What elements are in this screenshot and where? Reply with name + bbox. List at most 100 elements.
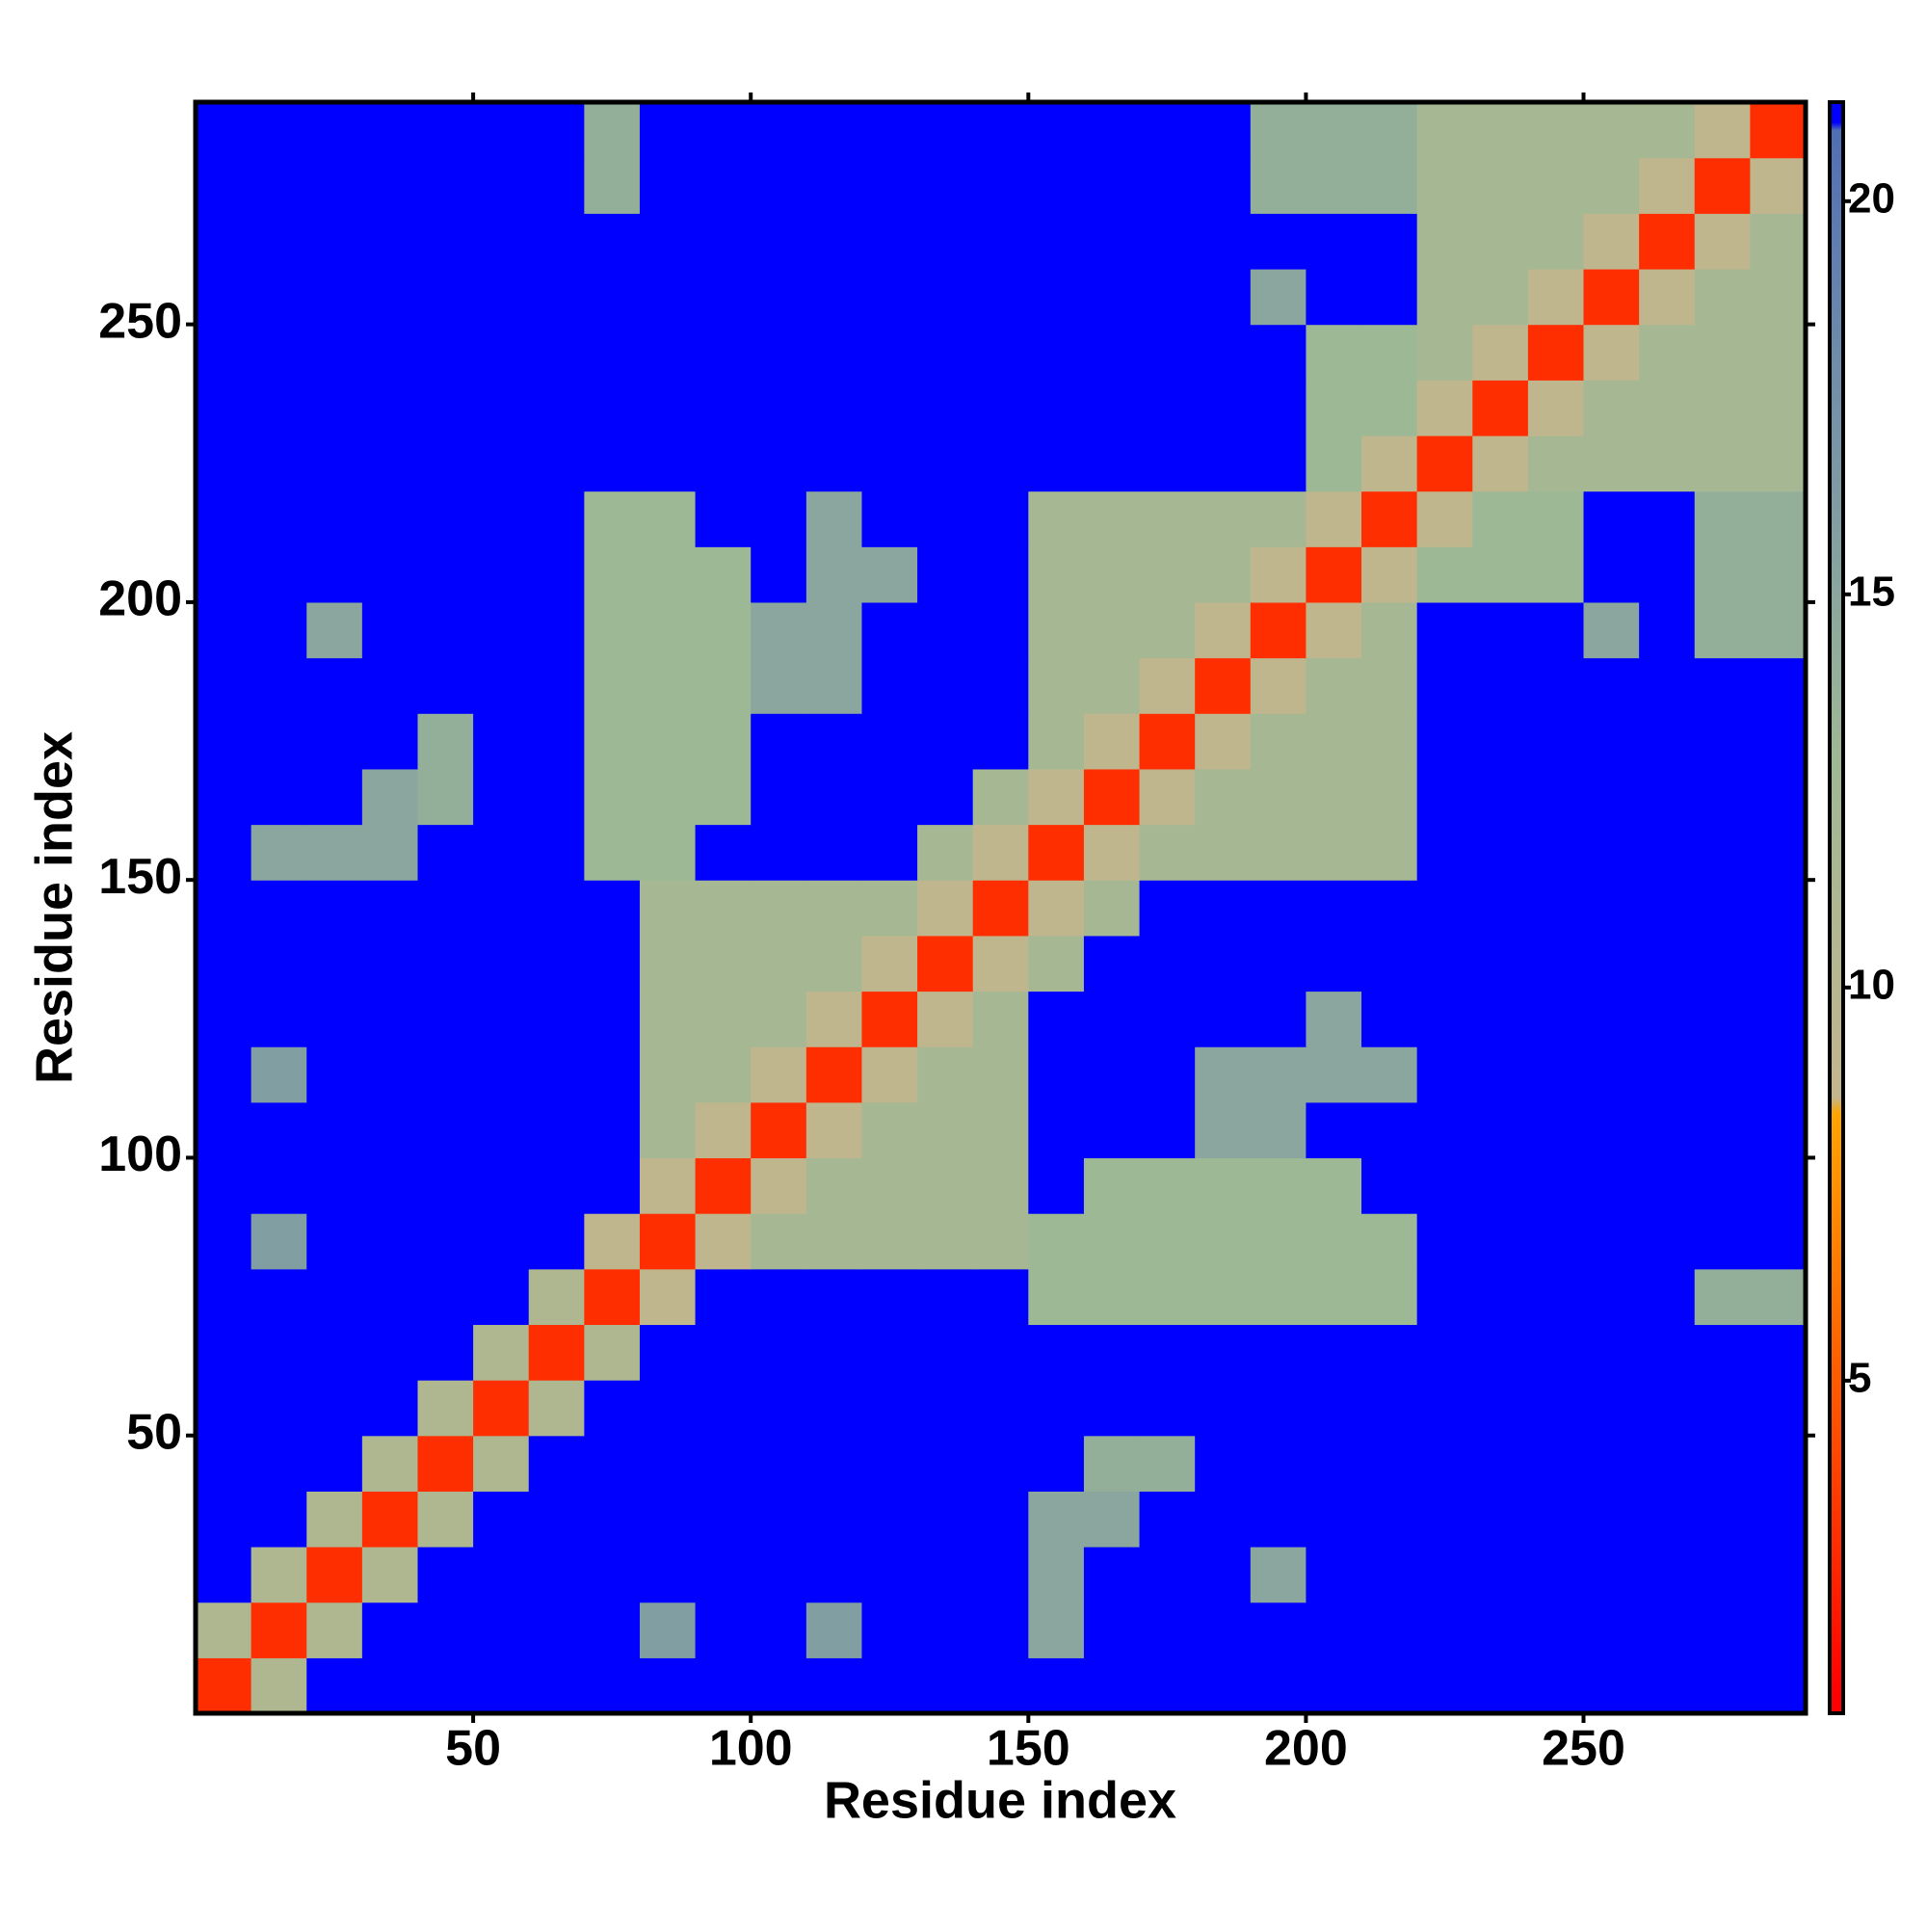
heatmap-cell	[805, 102, 863, 159]
heatmap-cell	[1139, 1657, 1196, 1714]
heatmap-cell	[917, 1268, 974, 1326]
heatmap-cell	[639, 268, 697, 326]
heatmap-cell	[473, 1046, 530, 1103]
heatmap-cell	[361, 657, 419, 714]
heatmap-cell	[1195, 380, 1252, 437]
heatmap-cell	[861, 1547, 918, 1603]
heatmap-cell	[805, 1101, 863, 1159]
heatmap-cell	[695, 380, 752, 437]
heatmap-cell	[1028, 324, 1085, 381]
heatmap-cell	[1472, 546, 1529, 603]
heatmap-cell	[584, 1213, 641, 1270]
heatmap-cell	[972, 768, 1029, 826]
plot-frame	[193, 99, 1808, 1716]
heatmap-cell	[1639, 880, 1696, 937]
heatmap-cell	[1694, 1324, 1751, 1381]
heatmap-cell	[1583, 490, 1640, 547]
heatmap-cell	[695, 991, 752, 1047]
heatmap-cell	[417, 601, 474, 659]
heatmap-cell	[917, 490, 974, 547]
heatmap-cell	[251, 1213, 307, 1270]
heatmap-cell	[1361, 1157, 1418, 1214]
heatmap-cell	[473, 1101, 530, 1159]
heatmap-cell	[917, 380, 974, 437]
heatmap-cell	[639, 824, 697, 881]
heatmap-cell	[1639, 713, 1696, 770]
heatmap-cell	[751, 268, 807, 326]
heatmap-cell	[361, 157, 419, 214]
heatmap-cell	[473, 713, 530, 770]
heatmap-cell	[361, 1657, 419, 1714]
heatmap-cell	[1306, 1657, 1362, 1714]
heatmap-cell	[473, 380, 530, 437]
heatmap-cell	[306, 991, 363, 1047]
heatmap-cell	[306, 1657, 363, 1714]
heatmap-cell	[1750, 1380, 1807, 1437]
heatmap-cell	[917, 713, 974, 770]
heatmap-cell	[361, 880, 419, 937]
heatmap-cell	[1527, 324, 1585, 381]
heatmap-cell	[1083, 1491, 1141, 1548]
heatmap-cell	[917, 1324, 974, 1381]
heatmap-cell	[751, 1324, 807, 1381]
heatmap-cell	[584, 435, 641, 492]
heatmap-cell	[528, 1046, 585, 1103]
heatmap-cell	[1472, 490, 1529, 547]
heatmap-cell	[1416, 601, 1473, 659]
heatmap-cell	[1694, 1157, 1751, 1214]
heatmap-cell	[695, 102, 752, 159]
heatmap-cell	[1306, 380, 1362, 437]
heatmap-cell	[1361, 102, 1418, 159]
heatmap-cell	[1472, 1435, 1529, 1492]
heatmap-cell	[917, 768, 974, 826]
heatmap-cell	[805, 1046, 863, 1103]
heatmap-cell	[1527, 1268, 1585, 1326]
heatmap-cell	[306, 435, 363, 492]
heatmap-cell	[1527, 991, 1585, 1047]
heatmap-cell	[1139, 1046, 1196, 1103]
heatmap-cell	[972, 1547, 1029, 1603]
heatmap-cell	[1028, 1324, 1085, 1381]
heatmap-cell	[805, 768, 863, 826]
heatmap-cell	[1527, 546, 1585, 603]
heatmap-cell	[1250, 1101, 1307, 1159]
heatmap-cell	[1028, 1547, 1085, 1603]
heatmap-cell	[861, 1435, 918, 1492]
heatmap-cell	[1083, 324, 1141, 381]
heatmap-cell	[1139, 768, 1196, 826]
heatmap-cell	[1306, 1547, 1362, 1603]
heatmap-cell	[1583, 213, 1640, 270]
heatmap-cell	[1527, 1380, 1585, 1437]
heatmap-cell	[1750, 102, 1807, 159]
heatmap-cell	[251, 268, 307, 326]
heatmap-cell	[1694, 490, 1751, 547]
heatmap-cell	[1583, 935, 1640, 992]
heatmap-cell	[473, 1491, 530, 1548]
heatmap-cell	[695, 1380, 752, 1437]
heatmap-cell	[1583, 1380, 1640, 1437]
heatmap-cell	[584, 490, 641, 547]
x-tick-label: 50	[445, 1721, 501, 1777]
heatmap-cell	[1750, 824, 1807, 881]
heatmap-cell	[361, 1491, 419, 1548]
heatmap-cell	[1195, 935, 1252, 992]
heatmap-cell	[1195, 1157, 1252, 1214]
heatmap-cell	[1028, 1101, 1085, 1159]
heatmap-cell	[1472, 1657, 1529, 1714]
y-tick-label: 100	[98, 1126, 182, 1182]
heatmap-cell	[1139, 1101, 1196, 1159]
heatmap-cell	[1694, 1491, 1751, 1548]
heatmap-cell	[473, 1657, 530, 1714]
heatmap-cell	[251, 768, 307, 826]
heatmap-cell	[251, 713, 307, 770]
heatmap-cell	[306, 1213, 363, 1270]
heatmap-cell	[528, 435, 585, 492]
heatmap-cell	[1472, 1101, 1529, 1159]
heatmap-cell	[1583, 102, 1640, 159]
heatmap-cell	[1694, 1213, 1751, 1270]
heatmap-cell	[1361, 768, 1418, 826]
heatmap-cell	[473, 991, 530, 1047]
heatmap-cell	[1472, 324, 1529, 381]
heatmap-cell	[1028, 157, 1085, 214]
heatmap-cell	[695, 1324, 752, 1381]
